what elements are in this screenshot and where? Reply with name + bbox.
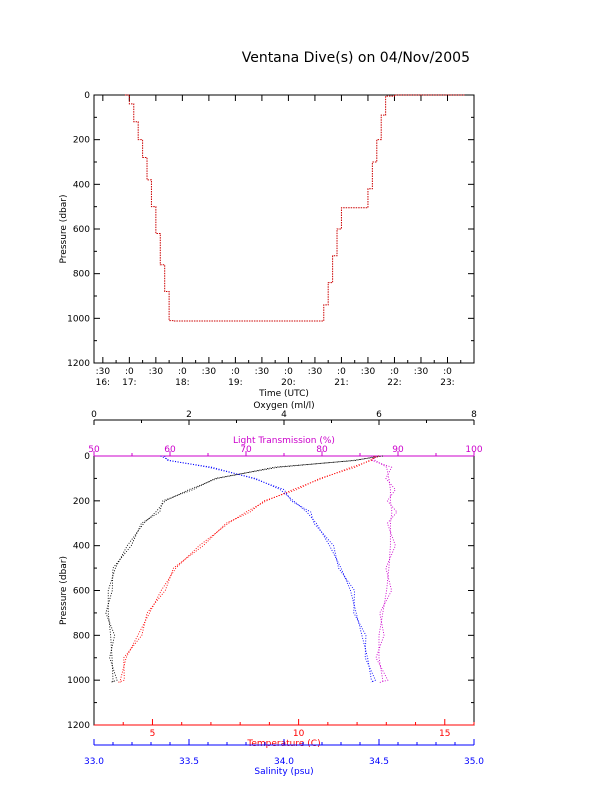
- light-tick-label: 60: [164, 445, 176, 455]
- top-x-tick-label: :0: [178, 367, 187, 377]
- salinity-profile-upcast: [164, 455, 376, 683]
- oxygen-tick-label: 2: [186, 410, 192, 420]
- dive-depth-trace: [124, 94, 466, 322]
- temperature-tick-label: 5: [150, 729, 156, 739]
- bottom-y-tick-label: 800: [73, 631, 90, 641]
- top-x-tick-label: :30: [361, 367, 376, 377]
- top-x-axis-label: Time (UTC): [258, 389, 309, 399]
- oxygen-tick-label: 0: [91, 410, 97, 420]
- top-y-tick-label: 200: [73, 136, 90, 146]
- salinity-axis-label: Salinity (psu): [254, 767, 313, 777]
- top-x-hour-label: 22:: [387, 378, 401, 388]
- oxygen-profile-downcast: [107, 455, 380, 683]
- top-x-tick-label: :0: [231, 367, 240, 377]
- top-y-tick-label: 1200: [67, 359, 90, 369]
- bottom-y-tick-label: 0: [84, 452, 90, 462]
- bottom-y-tick-label: 600: [73, 587, 90, 597]
- temperature-profile-downcast: [119, 455, 375, 683]
- top-x-tick-label: :0: [390, 367, 399, 377]
- bottom-y-tick-label: 400: [73, 542, 90, 552]
- top-y-axis-label: Pressure (dbar): [59, 195, 69, 264]
- oxygen-tick-label: 8: [471, 410, 477, 420]
- salinity-tick-label: 33.5: [179, 757, 199, 767]
- temperature-profile-upcast: [117, 455, 379, 683]
- light-tick-label: 90: [392, 445, 404, 455]
- top-x-hour-label: 16:: [96, 378, 110, 388]
- top-y-tick-label: 400: [73, 180, 90, 190]
- light-profile-upcast: [371, 455, 398, 683]
- temperature-tick-label: 15: [439, 729, 450, 739]
- top-x-hour-label: 20:: [281, 378, 295, 388]
- top-x-tick-label: :30: [308, 367, 323, 377]
- top-x-hour-label: 23:: [440, 378, 454, 388]
- top-x-tick-label: :30: [202, 367, 217, 377]
- salinity-tick-label: 34.5: [369, 757, 389, 767]
- oxygen-tick-label: 4: [281, 410, 287, 420]
- light-tick-label: 70: [240, 445, 252, 455]
- top-plot-frame: [93, 94, 475, 364]
- salinity-tick-label: 34.0: [274, 757, 294, 767]
- light-tick-label: 50: [88, 445, 100, 455]
- light-profile-downcast: [371, 455, 393, 683]
- top-x-tick-label: :0: [284, 367, 293, 377]
- salinity-tick-label: 35.0: [464, 757, 484, 767]
- top-x-tick-label: :30: [414, 367, 429, 377]
- temperature-tick-label: 10: [293, 729, 305, 739]
- top-y-tick-label: 800: [73, 270, 90, 280]
- oxygen-axis-label: Oxygen (ml/l): [253, 401, 314, 411]
- top-x-tick-label: :0: [443, 367, 452, 377]
- oxygen-tick-label: 6: [376, 410, 382, 420]
- top-y-tick-label: 600: [73, 225, 90, 235]
- light-tick-label: 100: [465, 445, 482, 455]
- bottom-y-tick-label: 200: [73, 497, 90, 507]
- bottom-y-tick-label: 1200: [67, 721, 90, 731]
- top-x-hour-label: 21:: [334, 378, 348, 388]
- light-axis-label: Light Transmission (%): [233, 436, 335, 446]
- top-y-tick-label: 1000: [67, 314, 90, 324]
- top-x-hour-label: 19:: [228, 378, 242, 388]
- salinity-tick-label: 33.0: [84, 757, 104, 767]
- top-x-tick-label: :30: [149, 367, 164, 377]
- light-tick-label: 80: [316, 445, 328, 455]
- top-x-tick-label: :0: [125, 367, 134, 377]
- top-x-hour-label: 17:: [122, 378, 136, 388]
- salinity-profile-downcast: [160, 455, 374, 683]
- bottom-y-tick-label: 1000: [67, 676, 90, 686]
- top-x-tick-label: :30: [96, 367, 111, 377]
- bottom-y-axis-label: Pressure (dbar): [59, 556, 69, 625]
- top-y-tick-label: 0: [84, 91, 90, 101]
- bottom-plot-frame: [93, 455, 475, 726]
- chart-title: Ventana Dive(s) on 04/Nov/2005: [241, 50, 470, 66]
- top-x-tick-label: :0: [337, 367, 346, 377]
- top-x-hour-label: 18:: [175, 378, 189, 388]
- top-x-tick-label: :30: [255, 367, 270, 377]
